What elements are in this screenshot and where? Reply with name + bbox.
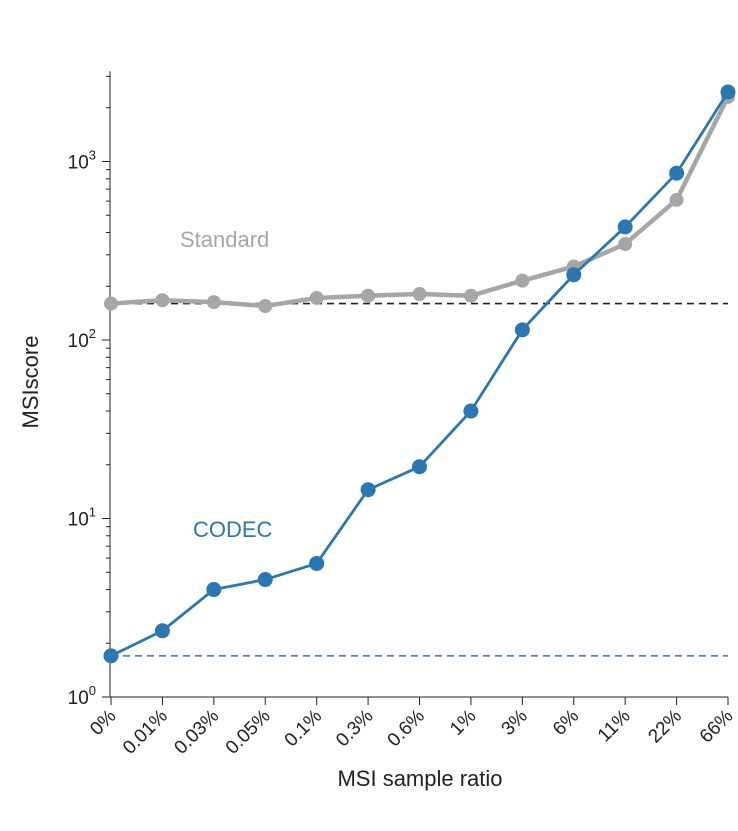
reference-lines [111,302,728,657]
data-point-codec [617,219,633,235]
data-point-standard [258,299,273,314]
series-line-standard [110,95,731,309]
x-tick-label: 22% [644,706,686,748]
series [103,84,736,664]
data-point-standard [669,192,684,207]
data-point-standard [104,296,118,311]
x-tick-label: 0.01% [119,706,172,759]
data-point-codec [103,648,119,664]
x-tick-label: 0.05% [222,706,275,759]
data-point-codec [412,459,427,475]
data-point-standard [412,287,427,302]
data-point-codec [206,582,222,598]
data-point-standard [618,236,633,251]
x-tick-label: 0% [86,706,120,740]
x-tick-label: 0.1% [281,706,327,752]
data-point-codec [514,322,530,338]
x-tick-label: 11% [594,706,635,747]
data-point-standard [361,288,376,303]
series-label-standard: Standard [180,227,269,252]
data-point-codec [154,623,170,639]
y-axis-title: MSIscore [18,336,43,429]
series-line-codec [110,91,730,658]
y-tick-label: 100 [68,683,96,709]
x-tick-label: 0.03% [170,706,223,759]
y-tick-label: 101 [68,505,96,531]
data-point-codec [257,572,273,588]
labels: Standard CODEC [180,227,273,542]
data-point-codec [463,403,479,419]
data-point-codec [360,482,376,498]
data-point-codec [669,165,685,181]
series-label-codec: CODEC [193,517,273,542]
data-point-standard [155,293,170,308]
data-point-standard [309,290,324,305]
data-point-standard [515,273,530,288]
y-tick-label: 102 [68,326,96,352]
data-point-codec [309,555,325,571]
x-tick-label: 3% [498,706,532,740]
x-tick-label: 0.6% [384,706,430,752]
x-tick-label: 0.3% [332,706,378,752]
x-tick-label: 1% [446,706,480,740]
data-point-codec [720,84,736,100]
y-tick-label: 103 [68,148,96,174]
data-point-codec [566,267,582,283]
data-point-standard [206,295,221,310]
data-point-standard [463,288,478,303]
x-axis-title: MSI sample ratio [337,766,502,791]
x-tick-label: 6% [549,706,583,740]
x-tick-label: 66% [696,706,738,748]
